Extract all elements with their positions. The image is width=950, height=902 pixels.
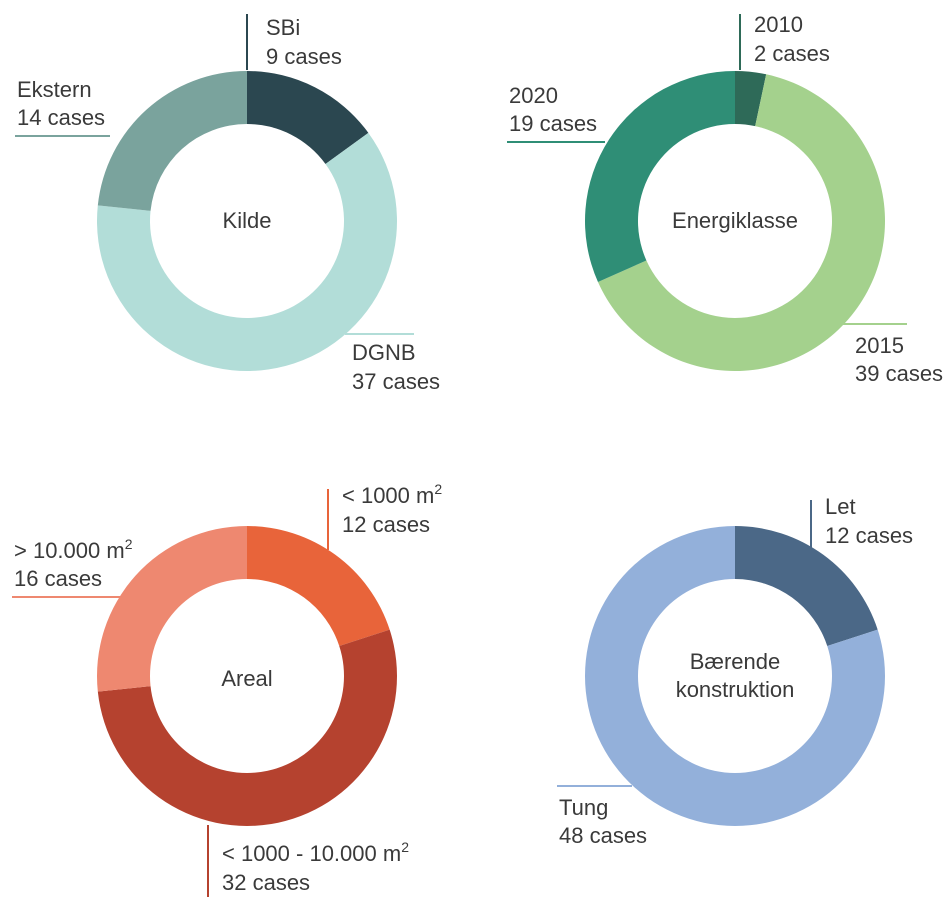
donut-slice-1000-m <box>247 526 390 647</box>
donut-slice-2020 <box>585 71 735 283</box>
slice-label-dgnb: DGNB <box>352 340 416 365</box>
donut-slice-ekstern <box>97 71 247 211</box>
donut-slice-let <box>735 526 878 647</box>
donut-slice-2015 <box>597 74 886 371</box>
slice-label-2010: 2010 <box>754 12 803 37</box>
center-label-line-1: Bærende <box>690 649 781 674</box>
donut-chart-areal: Areal < 1000 m2 12 cases > 10.000 m2 16 … <box>12 481 442 897</box>
slice-label-2015: 2015 <box>855 333 904 358</box>
center-label-energiklasse: Energiklasse <box>672 208 798 233</box>
slice-value-2020: 19 cases <box>509 111 597 136</box>
donut-slice-tung <box>585 526 885 826</box>
slice-label-tung: Tung <box>559 795 608 820</box>
donut-slice-2010 <box>735 71 767 127</box>
slice-label-lt1000: < 1000 m2 <box>342 481 442 508</box>
slice-label-sbi: SBi <box>266 15 300 40</box>
slice-label-let: Let <box>825 494 856 519</box>
slice-value-2015: 39 cases <box>855 361 943 386</box>
slice-value-gt10000: 16 cases <box>14 566 102 591</box>
slice-value-sbi: 9 cases <box>266 44 342 69</box>
donut-slice-sbi <box>247 71 369 164</box>
slice-value-ekstern: 14 cases <box>17 105 105 130</box>
donut-slice-dgnb <box>97 132 398 371</box>
slice-label-gt10000: > 10.000 m2 <box>14 536 133 563</box>
slice-label-2020: 2020 <box>509 83 558 108</box>
slice-value-1000-10000: 32 cases <box>222 870 310 895</box>
donut-chart-kilde: Kilde SBi 9 cases Ekstern 14 cases DGNB … <box>15 14 440 394</box>
center-label-kilde: Kilde <box>223 208 272 233</box>
slice-value-tung: 48 cases <box>559 823 647 848</box>
slice-value-lt1000: 12 cases <box>342 512 430 537</box>
donut-slice-1000-10-000-m <box>97 629 398 827</box>
donut-slice-10-000-m <box>97 526 247 692</box>
slice-label-ekstern: Ekstern <box>17 77 92 102</box>
slice-label-1000-10000: < 1000 - 10.000 m2 <box>222 839 409 866</box>
center-label-areal: Areal <box>221 666 272 691</box>
center-label-line-2: konstruktion <box>676 677 795 702</box>
slice-value-let: 12 cases <box>825 523 913 548</box>
donut-chart-baerende-konstruktion: Bærende konstruktion Let 12 cases Tung 4… <box>557 494 913 848</box>
slice-value-2010: 2 cases <box>754 41 830 66</box>
slice-value-dgnb: 37 cases <box>352 369 440 394</box>
donut-chart-energiklasse: Energiklasse 2010 2 cases 2020 19 cases … <box>507 12 943 386</box>
